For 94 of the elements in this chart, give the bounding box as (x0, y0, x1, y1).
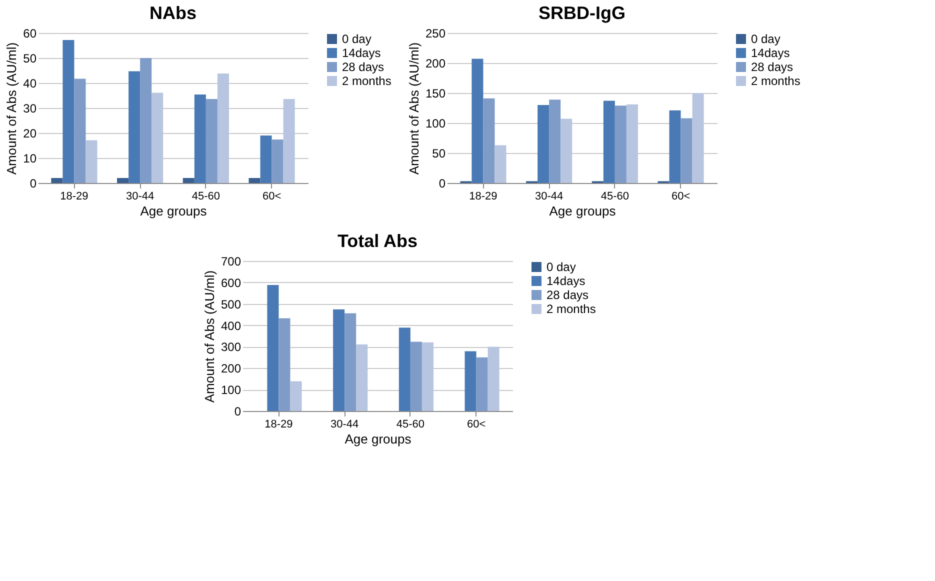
bar (51, 178, 63, 183)
x-tick-label: 60< (671, 190, 690, 202)
bar (422, 342, 434, 411)
bar (152, 92, 164, 183)
x-tick-label: 30-44 (126, 190, 154, 202)
bar (267, 285, 279, 411)
bar (560, 118, 572, 183)
x-axis-title: Age groups (140, 204, 208, 218)
y-tick-label: 40 (23, 76, 37, 90)
y-tick-label: 10 (23, 152, 37, 166)
legend-label: 28 days (546, 288, 589, 302)
y-tick-label: 100 (425, 116, 446, 130)
y-tick-label: 250 (425, 26, 446, 40)
x-tick-label: 45-60 (192, 190, 220, 202)
bar (494, 145, 506, 183)
chart-title: SRBD-IgG (538, 3, 626, 23)
legend-label: 28 days (342, 60, 384, 74)
x-tick-label: 18-29 (469, 190, 498, 202)
y-axis-title: Amount of Abs (AU/ml) (406, 42, 422, 175)
bar (614, 106, 626, 183)
bar (626, 104, 638, 183)
y-tick-label: 20 (23, 126, 37, 140)
y-tick-label: 500 (220, 297, 242, 312)
y-tick-label: 100 (220, 383, 242, 398)
legend-label: 2 months (751, 74, 800, 88)
bar (140, 58, 152, 183)
bar (464, 351, 476, 411)
y-axis-title: Amount of Abs (AU/ml) (4, 42, 20, 175)
x-axis-title: Age groups (549, 204, 616, 218)
legend-label: 28 days (751, 60, 794, 74)
bar (283, 99, 295, 183)
y-tick-label: 30 (23, 102, 37, 116)
y-tick-label: 200 (220, 362, 242, 376)
bar (472, 58, 484, 183)
legend-label: 14days (342, 46, 381, 60)
bar (538, 105, 550, 183)
bar (217, 74, 229, 183)
y-tick-label: 50 (432, 146, 446, 160)
x-tick-label: 30-44 (330, 418, 359, 430)
bar (356, 344, 368, 411)
bar (483, 98, 495, 183)
x-tick-label: 18-29 (264, 418, 293, 430)
bar (669, 110, 681, 183)
bar (182, 178, 194, 183)
chart-title: NAbs (149, 3, 197, 23)
bar (117, 178, 129, 183)
bar (74, 78, 86, 183)
y-tick-label: 600 (220, 276, 242, 290)
legend-label: 2 months (546, 302, 596, 316)
y-tick-label: 200 (425, 56, 446, 70)
bar (260, 136, 272, 183)
bar (333, 309, 345, 411)
y-tick-label: 150 (425, 86, 446, 100)
x-tick-label: 30-44 (535, 190, 564, 202)
bar (248, 178, 260, 183)
x-tick-label: 60< (466, 418, 486, 430)
bar (488, 346, 500, 411)
chart-title: Total Abs (338, 231, 418, 251)
bar (344, 313, 356, 411)
bar (603, 100, 615, 183)
legend-label: 2 months (342, 74, 392, 88)
y-tick-label: 400 (220, 318, 242, 333)
bar (194, 94, 206, 183)
x-tick-label: 45-60 (600, 190, 629, 202)
bar (278, 318, 290, 411)
legend-label: 14days (546, 274, 586, 288)
y-tick-label: 60 (23, 26, 37, 40)
y-tick-label: 300 (220, 340, 242, 354)
x-tick-label: 45-60 (396, 418, 424, 430)
y-tick-label: 50 (23, 52, 37, 66)
bar (206, 99, 218, 183)
legend-label: 0 day (751, 32, 780, 46)
y-tick-label: 0 (234, 404, 242, 418)
x-tick-label: 60< (262, 190, 282, 202)
bar (62, 40, 74, 183)
bar (476, 357, 488, 411)
bar (128, 71, 140, 183)
y-tick-label: 700 (220, 254, 242, 268)
y-tick-label: 0 (438, 176, 446, 190)
legend-label: 14days (751, 46, 790, 60)
legend-label: 0 day (546, 260, 576, 274)
bar (692, 93, 704, 183)
x-tick-label: 18-29 (60, 190, 88, 202)
bar (549, 100, 561, 183)
legend-label: 0 day (342, 32, 372, 46)
y-tick-label: 0 (30, 176, 37, 190)
bar (272, 140, 284, 183)
bar (398, 328, 410, 411)
bar (410, 342, 422, 411)
y-axis-title: Amount of Abs (AU/ml) (202, 270, 217, 403)
bar (680, 118, 692, 183)
bar (290, 381, 302, 411)
bar (86, 140, 98, 183)
x-axis-title: Age groups (344, 432, 412, 446)
